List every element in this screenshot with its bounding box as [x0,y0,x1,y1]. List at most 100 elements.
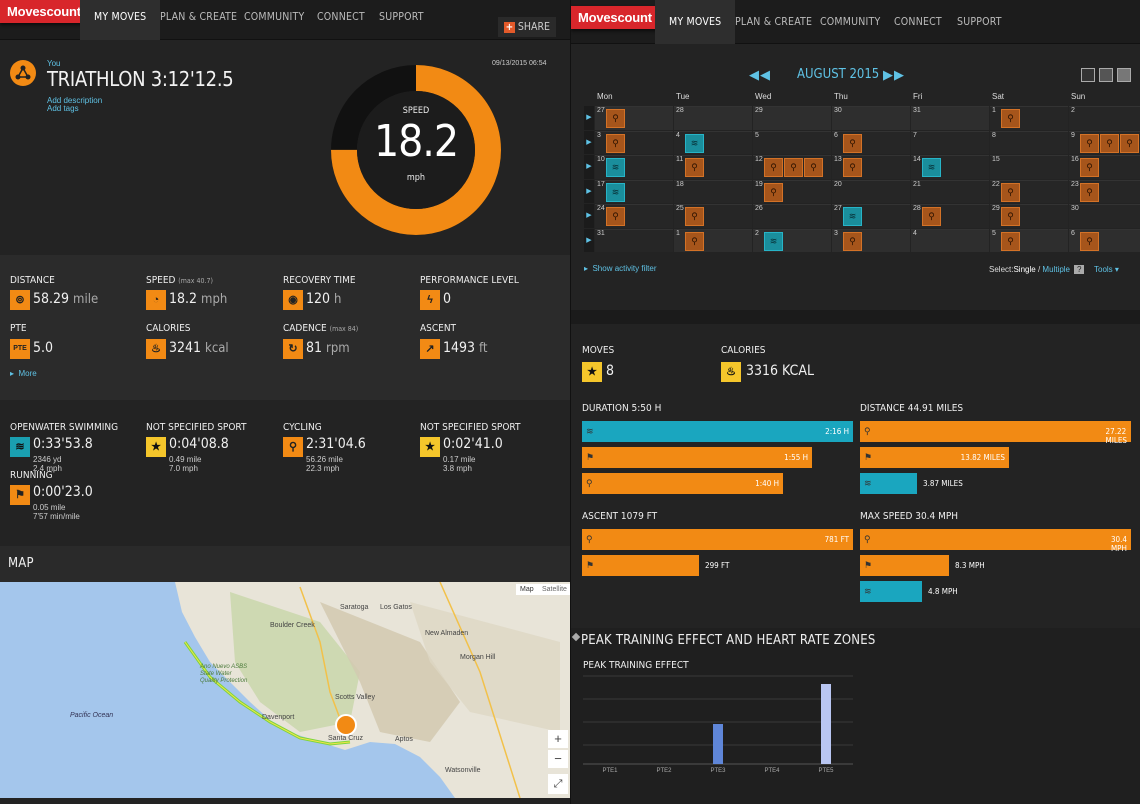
swim-activity-icon[interactable]: ≋ [922,158,941,177]
duration-bar[interactable] [582,473,783,494]
satellite-view-toggle[interactable]: Satellite [538,584,570,595]
user-name[interactable]: You [47,59,61,68]
duration-bar[interactable] [582,421,853,442]
activity-icon[interactable]: ⚲ [922,207,941,226]
calendar-day-cell[interactable] [753,130,831,154]
add-tags-link[interactable]: Add tags [47,104,79,113]
swim-activity-icon[interactable]: ≋ [606,182,625,202]
calendar-day-cell[interactable] [674,106,752,130]
calendar-day-cell[interactable] [911,130,989,154]
distance-bar[interactable] [860,421,1131,442]
movescount-logo[interactable]: Movescount [0,0,88,23]
activity-icon[interactable]: ⚲ [1080,182,1099,202]
maxspeed-bar[interactable] [860,555,949,576]
duration-bar[interactable] [582,447,812,468]
activity-icon[interactable]: ⚲ [804,158,823,177]
maxspeed-bar[interactable] [860,581,922,602]
pte-bar-pte5[interactable] [821,684,831,764]
help-icon[interactable]: ? [1074,265,1085,274]
week-select-arrow[interactable]: ▶ [584,204,594,228]
nav-community-right[interactable]: COMMUNITY [820,16,881,28]
activity-icon[interactable]: ⚲ [843,231,862,251]
nav-my-moves-right[interactable]: MY MOVES [655,0,736,44]
week-select-arrow[interactable]: ▶ [584,106,594,130]
zoom-in-button[interactable]: + [548,730,568,748]
distance-bar[interactable] [860,447,1009,468]
map-view-toggle[interactable]: Map [516,584,539,595]
nav-plan-create[interactable]: PLAN & CREATE [160,11,238,23]
calendar-cloud-view-icon[interactable] [1117,68,1131,82]
calendar-day-cell[interactable] [753,204,831,228]
calendar-day-cell[interactable] [990,155,1068,179]
activity-icon[interactable]: ⚲ [1100,133,1119,153]
share-button[interactable]: + SHARE [497,17,556,37]
ascent-bar[interactable] [582,555,699,576]
activity-icon[interactable]: ⚲ [1001,182,1020,202]
calendar-day-cell[interactable] [1069,106,1140,130]
swim-activity-icon[interactable]: ≋ [606,158,625,177]
pte-bar-pte3[interactable] [713,724,723,764]
activity-icon[interactable]: ⚲ [1080,133,1099,153]
activity-icon[interactable]: ⚲ [606,109,625,128]
calendar-day-cell[interactable] [832,179,910,203]
week-select-arrow[interactable]: ▶ [584,130,594,154]
calendar-day-cell[interactable] [832,106,910,130]
nav-community[interactable]: COMMUNITY [244,11,305,23]
select-single[interactable]: Single [1013,265,1036,274]
activity-icon[interactable]: ⚲ [764,182,783,202]
nav-support-right[interactable]: SUPPORT [957,16,1002,28]
route-map[interactable]: Map Satellite + − ⤢ Saratoga Los Gatos Bou… [0,582,570,798]
maxspeed-bar[interactable] [860,529,1131,550]
tools-menu[interactable]: Tools ▾ [1094,265,1119,274]
activity-icon[interactable]: ⚲ [685,231,704,251]
zoom-out-button[interactable]: − [548,750,568,768]
week-select-arrow[interactable]: ▶ [584,179,594,203]
activity-icon[interactable]: ⚲ [1080,231,1099,251]
add-description-link[interactable]: Add description [47,96,103,105]
week-select-arrow[interactable]: ▶ [584,228,594,252]
swim-activity-icon[interactable]: ≋ [764,231,783,251]
activity-icon[interactable]: ⚲ [843,133,862,153]
activity-icon[interactable]: ⚲ [1001,109,1020,128]
ascent-bar[interactable] [582,529,853,550]
activity-icon[interactable]: ⚲ [606,207,625,226]
calendar-day-cell[interactable] [911,106,989,130]
speedometer-icon: ◔ [146,290,166,310]
activity-icon[interactable]: ⚲ [606,133,625,153]
activity-filter-link[interactable]: ▸ Show activity filter [584,264,657,273]
swim-activity-icon[interactable]: ≋ [685,133,704,153]
calendar-day-cell[interactable] [990,130,1068,154]
activity-icon[interactable]: ⚲ [1001,207,1020,226]
calendar-day-view-icon[interactable] [1081,68,1095,82]
activity-icon[interactable]: ⚲ [784,158,803,177]
activity-icon[interactable]: ⚲ [1080,158,1099,177]
nav-my-moves[interactable]: MY MOVES [80,0,161,40]
movescount-logo-right[interactable]: Movescount [571,6,659,29]
select-multiple[interactable]: Multiple [1042,265,1070,274]
calendar-list-view-icon[interactable] [1099,68,1113,82]
calendar-day-cell[interactable] [1069,204,1140,228]
more-link[interactable]: ▸ More [10,369,37,378]
prev-year-button[interactable]: ◀◀ [749,67,771,82]
nav-plan-create-right[interactable]: PLAN & CREATE [735,16,813,28]
swim-activity-icon[interactable]: ≋ [843,207,862,226]
distance-bar[interactable] [860,473,917,494]
calendar-day-cell[interactable] [595,228,673,252]
route-start-marker[interactable] [335,714,357,736]
next-year-button[interactable]: ▶▶ [883,67,905,82]
nav-connect[interactable]: CONNECT [317,11,365,23]
nav-connect-right[interactable]: CONNECT [894,16,942,28]
activity-icon[interactable]: ⚲ [685,158,704,177]
week-select-arrow[interactable]: ▶ [584,155,594,179]
calendar-day-cell[interactable] [911,179,989,203]
activity-icon[interactable]: ⚲ [1120,133,1139,153]
activity-icon[interactable]: ⚲ [1001,231,1020,251]
calendar-day-cell[interactable] [753,106,831,130]
activity-icon[interactable]: ⚲ [685,207,704,226]
calendar-day-cell[interactable] [674,179,752,203]
nav-support[interactable]: SUPPORT [379,11,424,23]
activity-icon[interactable]: ⚲ [843,158,862,177]
calendar-day-cell[interactable] [911,228,989,252]
activity-icon[interactable]: ⚲ [764,158,783,177]
fullscreen-button[interactable]: ⤢ [548,774,568,794]
